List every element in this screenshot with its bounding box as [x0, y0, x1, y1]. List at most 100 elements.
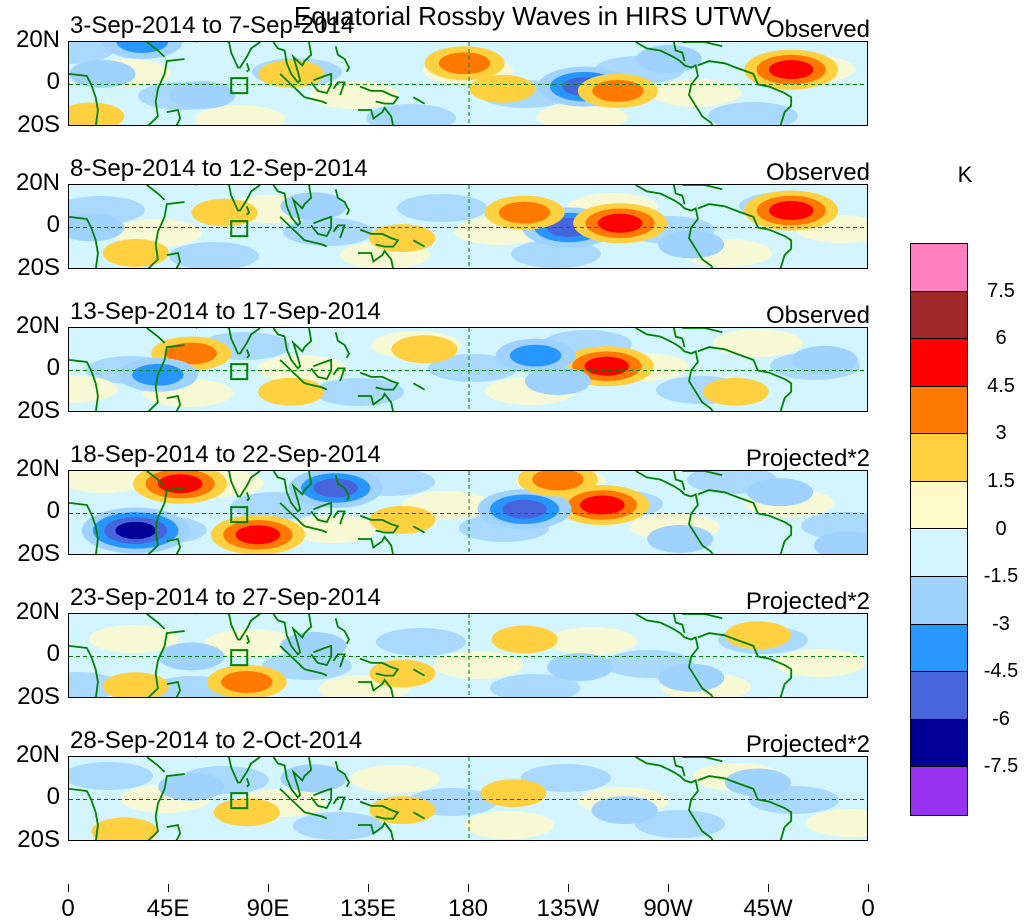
longitude-axis: 0 45E 90E 135E 180 135W 90W 45W 0 — [0, 884, 1024, 924]
background-patch — [806, 809, 867, 837]
coastline — [147, 344, 185, 411]
panel-type-label: Observed — [765, 16, 870, 43]
anomaly-contour — [391, 335, 458, 364]
anomaly-map-svg — [69, 471, 867, 554]
anomaly-contour — [369, 505, 436, 534]
anomaly-map-svg — [69, 42, 867, 125]
anomaly-contour — [169, 81, 236, 110]
coastline — [226, 42, 261, 69]
background-patch — [433, 651, 523, 679]
coastline — [272, 185, 313, 227]
anomaly-contour — [592, 79, 644, 102]
background-patch — [428, 354, 518, 382]
coastline — [697, 775, 793, 840]
longitude-tick — [668, 884, 669, 892]
coastline — [357, 249, 394, 268]
longitude-tick — [368, 884, 369, 892]
colorbar — [910, 243, 968, 816]
coastline — [357, 106, 394, 125]
colorbar-swatch — [911, 624, 967, 673]
longitude-label: 0 — [61, 895, 75, 922]
anomaly-contour — [69, 59, 136, 88]
latitude-label: 20S — [17, 397, 60, 424]
coastline — [245, 349, 251, 359]
anomaly-contour — [69, 213, 125, 242]
coastline — [357, 535, 394, 554]
panel-type-label: Projected*2 — [745, 445, 870, 472]
panel-type-label: Projected*2 — [745, 588, 870, 615]
colorbar-label: 1.5 — [987, 469, 1015, 492]
coastline — [166, 680, 182, 697]
anomaly-contour — [724, 768, 791, 797]
anomaly-contour — [813, 531, 867, 554]
background-patch — [490, 674, 580, 697]
coastline — [359, 85, 400, 105]
coastline — [69, 788, 99, 840]
latitude-label: 20N — [15, 455, 60, 482]
anomaly-contour — [258, 377, 325, 406]
longitude-tick — [868, 884, 869, 892]
latitude-label: 20N — [15, 312, 60, 339]
map-panel: 3-Sep-2014 to 7-Sep-2014 Observed 20N 0 20S — [0, 12, 1024, 155]
anomaly-contour — [369, 224, 436, 253]
anomaly-contour — [658, 663, 725, 692]
background-patch — [69, 762, 153, 790]
coastline — [147, 630, 185, 697]
panel-date-range: 13-Sep-2014 to 17-Sep-2014 — [70, 298, 381, 325]
reference-box — [230, 77, 249, 95]
anomaly-map — [68, 756, 868, 841]
anomaly-contour — [158, 772, 225, 801]
latitude-label: 20N — [15, 26, 60, 53]
anomaly-contour — [580, 495, 625, 515]
background-patch — [69, 471, 148, 493]
colorbar-swatch — [911, 719, 967, 768]
anomaly-contour — [768, 60, 814, 80]
coastline — [69, 645, 99, 697]
anomaly-contour — [547, 653, 614, 682]
coastline — [359, 228, 400, 248]
coastline — [682, 42, 723, 48]
coastline — [147, 773, 185, 840]
reference-box — [230, 649, 249, 667]
coastline — [697, 346, 793, 411]
anomaly-contour — [221, 671, 273, 693]
background-patch — [288, 515, 378, 543]
latitude-label: 20S — [17, 254, 60, 281]
coastline — [146, 42, 166, 58]
colorbar-label: -3 — [992, 612, 1010, 635]
background-patch — [366, 104, 456, 125]
coastline — [672, 757, 686, 777]
coastline — [69, 359, 99, 411]
background-patch — [169, 242, 259, 268]
reference-box — [230, 220, 249, 238]
longitude-label: 45W — [743, 895, 793, 922]
coastline — [166, 251, 182, 268]
coastline — [672, 185, 686, 205]
background-patch — [521, 764, 611, 792]
coastline — [334, 618, 351, 645]
coastline — [166, 537, 182, 554]
anomaly-contour — [480, 779, 547, 808]
background-patch — [708, 102, 798, 125]
map-panel: 18-Sep-2014 to 22-Sep-2014 Projected*2 20N… — [0, 441, 1024, 584]
coastline — [226, 328, 261, 355]
longitude-label: 90W — [643, 895, 693, 922]
anomaly-contour — [115, 521, 156, 540]
coastline — [279, 502, 306, 527]
anomaly-contour — [584, 356, 630, 376]
coastline — [672, 42, 686, 62]
anomaly-contour — [768, 201, 814, 220]
coastline — [272, 471, 313, 513]
colorbar-swatch — [911, 529, 967, 578]
latitude-label: 20N — [15, 741, 60, 768]
background-patch — [651, 79, 741, 107]
panel-date-range: 28-Sep-2014 to 2-Oct-2014 — [70, 727, 363, 754]
background-patch — [69, 375, 117, 403]
anomaly-contour — [91, 817, 158, 840]
map-panel: 28-Sep-2014 to 2-Oct-2014 Projected*2 20N 0… — [0, 727, 1024, 870]
latitude-label: 0 — [46, 68, 60, 95]
coastline — [334, 189, 351, 216]
coastline — [357, 392, 394, 411]
panel-type-label: Projected*2 — [745, 731, 870, 758]
anomaly-contour — [524, 367, 591, 396]
